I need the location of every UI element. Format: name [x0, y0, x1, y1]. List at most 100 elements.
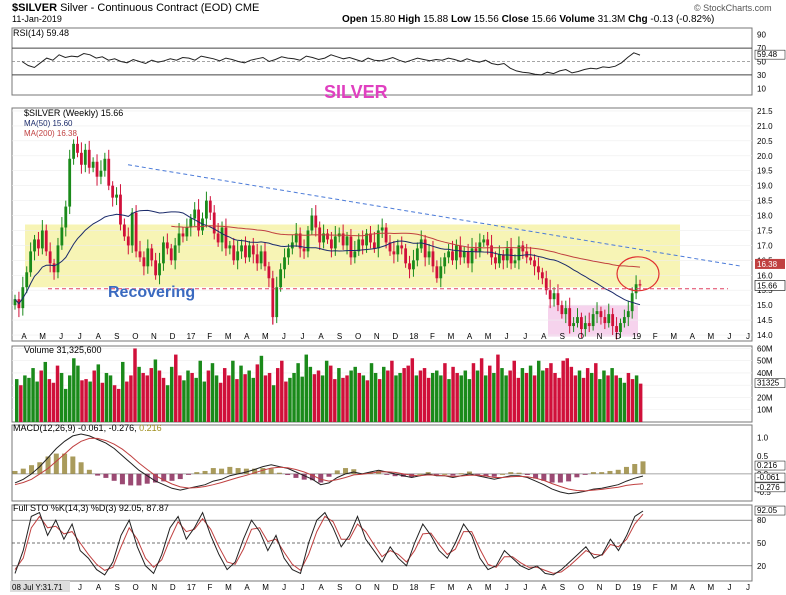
macd-histogram-bar [582, 473, 588, 475]
macd-histogram-bar [293, 473, 299, 478]
macd-histogram-bar [194, 472, 200, 474]
price-overlays [14, 164, 743, 306]
candle-body [533, 260, 536, 267]
sto-x-label: A [690, 583, 696, 592]
price-x-label: F [653, 332, 658, 341]
candle-body [146, 248, 150, 267]
candle-body [83, 149, 87, 165]
candle-body [99, 170, 103, 177]
macd-histogram-bar [524, 473, 530, 476]
sto-x-label: F [653, 583, 658, 592]
price-x-label: D [392, 332, 398, 341]
volume-bar [569, 366, 574, 422]
macd-histogram-bar [326, 473, 332, 477]
volume-bar [577, 370, 582, 422]
candle-body [361, 239, 365, 246]
sto-x-label: J [301, 583, 305, 592]
volume-bar [259, 355, 264, 422]
price-x-label: O [578, 332, 584, 341]
price-tick-label: 18.5 [757, 197, 773, 206]
candle-body [607, 314, 611, 324]
macd-legend-prefix: MACD(12,26,9) [13, 423, 76, 433]
rsi-tick-label: 50 [757, 58, 766, 67]
candle-body [287, 248, 290, 258]
volume-bar [324, 360, 329, 422]
macd-signal-line [14, 437, 644, 492]
sto-value-label: 92.05 [757, 506, 778, 515]
volume-bar [174, 354, 178, 422]
candle-body [603, 317, 607, 324]
candle-body [181, 233, 185, 237]
candle-body [595, 311, 599, 315]
volume-bar [235, 379, 239, 422]
volume-tick-label: 10M [757, 406, 773, 415]
macd-tick-label: 1.0 [757, 434, 769, 443]
macd-value-tag [754, 482, 786, 493]
sto-x-label: J [727, 583, 731, 592]
candle-body [626, 311, 630, 318]
volume-bar [161, 377, 166, 422]
candle-body [91, 161, 95, 168]
sto-x-label: J [78, 583, 82, 592]
volume-bar [382, 366, 386, 422]
recovering-annotation: Recovering [108, 284, 195, 301]
price-x-label: J [300, 332, 304, 341]
chg-value: -0.13 (-0.82%) [650, 14, 715, 25]
volume-bar [520, 368, 525, 422]
price-tick-label: 19.5 [757, 167, 773, 176]
macd-histogram-bar [169, 473, 175, 481]
price-tick-label: 19.0 [757, 182, 773, 191]
macd-histogram-bar [343, 468, 349, 474]
candle-body [240, 245, 243, 252]
candle-body [365, 233, 368, 246]
price-x-label: D [615, 332, 621, 341]
volume-bar [55, 365, 60, 422]
panel-frame-vol [11, 345, 753, 423]
volume-bar [308, 366, 313, 422]
price-x-label: F [207, 332, 212, 341]
candle-body [560, 305, 564, 315]
macd-histogram-bar [111, 473, 117, 481]
candle-body [158, 263, 161, 276]
volume-bar [284, 381, 288, 422]
sto-x-label: A [319, 583, 325, 592]
volume-bar [349, 370, 353, 422]
candle-body [529, 257, 533, 261]
candle-body [294, 233, 298, 243]
macd-histogram-bar [268, 468, 274, 474]
volume-bar [357, 372, 362, 422]
chart-title: $SILVER Silver - Continuous Contract (EO… [12, 2, 259, 14]
macd-histogram-bar [144, 473, 150, 484]
macd-histogram-bar [186, 473, 192, 475]
volume-bar [418, 370, 423, 422]
candle-body [306, 230, 310, 252]
volume-bar [638, 383, 643, 422]
price-x-label: N [151, 332, 157, 341]
candle-body [267, 266, 271, 279]
candle-body [169, 248, 173, 261]
sto-tick-label: 20 [757, 562, 766, 571]
price-tick-label: 21.0 [757, 122, 773, 131]
volume-bar [108, 375, 113, 422]
candle-body [310, 215, 314, 231]
candle-body [392, 251, 396, 255]
volume-value: 31.3M [597, 14, 626, 25]
macd-histogram-bar [12, 470, 18, 474]
candle-body [517, 245, 521, 261]
volume-bar [447, 379, 451, 422]
ma200-price-tag-label: 16.38 [757, 260, 778, 269]
volume-bar [304, 354, 309, 422]
volume-legend: Volume 31,325,600 [24, 345, 102, 355]
macd-histogram-bar [533, 473, 539, 479]
close-label: Close [501, 14, 529, 25]
price-tick-label: 20.0 [757, 152, 773, 161]
price-x-label: M [225, 332, 232, 341]
macd-histogram-bar [475, 473, 481, 475]
volume-bar [222, 368, 227, 422]
volume-bar [80, 380, 84, 422]
volume-bar [386, 370, 390, 422]
open-label: Open [342, 14, 368, 25]
macd-histogram-bar [442, 473, 448, 475]
candle-body [189, 218, 193, 228]
volume-bar [255, 364, 260, 422]
